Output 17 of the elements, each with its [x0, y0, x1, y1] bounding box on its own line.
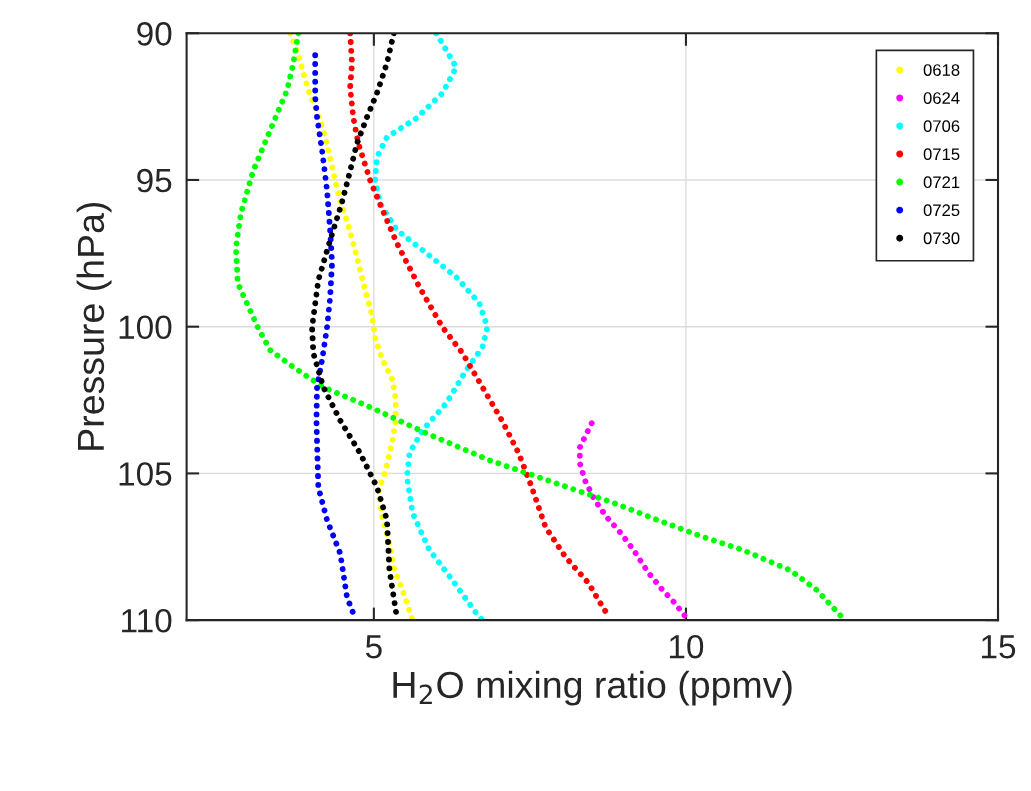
- legend-label: 0706: [923, 120, 960, 133]
- y-tick-label: 105: [119, 462, 172, 486]
- x-tick-label: 5: [365, 635, 382, 659]
- legend-label: 0715: [923, 148, 960, 161]
- y-axis-title: Pressure (hPa): [76, 202, 112, 450]
- y-tick-label: 100: [119, 315, 172, 340]
- y-tick-label: 90: [137, 22, 172, 46]
- legend-label: 0721: [923, 176, 960, 189]
- x-tick-label: 10: [669, 634, 704, 659]
- x-tick-label: 15: [982, 635, 1016, 659]
- x-axis-title: H$_{2}$O mixing ratio (ppmv): [393, 670, 792, 706]
- y-tick-label: 110: [122, 608, 172, 633]
- legend-label: 0725: [923, 204, 960, 217]
- legend-label: 0730: [923, 232, 960, 245]
- legend-label: 0624: [923, 92, 960, 104]
- y-tick-label: 95: [137, 168, 172, 193]
- legend-label: 0618: [923, 64, 960, 76]
